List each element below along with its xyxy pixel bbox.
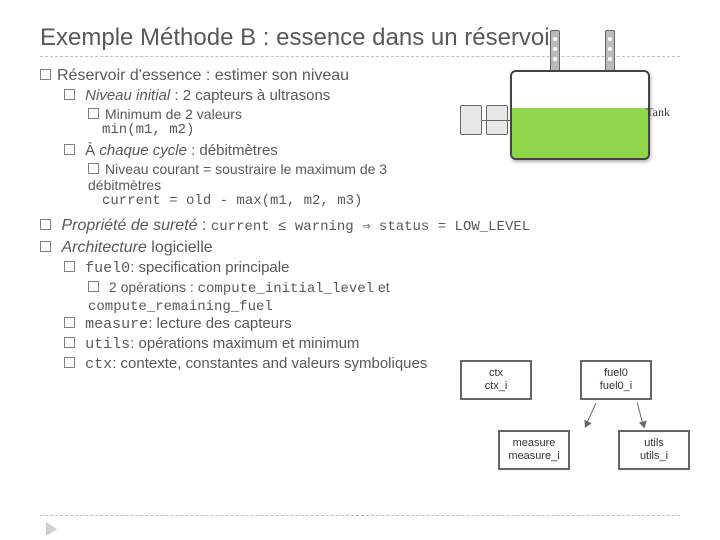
tank-label: Tank xyxy=(646,105,670,120)
arch-arrow xyxy=(637,402,645,427)
arch-ctx-l1: ctx xyxy=(462,367,530,380)
cycle-sub: Niveau courant = soustraire le maximum d… xyxy=(88,161,448,193)
measure-name: measure xyxy=(85,316,148,333)
property-line: Propriété de sureté : current ≤ warning … xyxy=(40,217,680,235)
architecture-diagram: ctx ctx_i fuel0 fuel0_i measure measure_… xyxy=(460,360,670,490)
measure-desc: : lecture des capteurs xyxy=(148,315,291,332)
property-sep: : xyxy=(198,217,211,234)
property-expr: current ≤ warning ⇒ status = LOW_LEVEL xyxy=(211,219,530,235)
tank-liquid xyxy=(512,108,648,158)
tank-figure: Tank xyxy=(460,30,660,180)
cycle-label: chaque cycle xyxy=(99,142,187,159)
arch-post: logicielle xyxy=(147,239,213,256)
arch-fuel0-l1: fuel0 xyxy=(582,367,650,380)
fuel0-name: fuel0 xyxy=(85,260,130,277)
initial-post: : 2 capteurs à ultrasons xyxy=(170,87,330,104)
cycle-pre-a: À xyxy=(85,142,99,159)
sensor-wire xyxy=(482,120,510,121)
utils-item: utils: opérations maximum et minimum xyxy=(64,335,680,353)
sensor-icon xyxy=(460,105,482,135)
arch-ctx-l2: ctx_i xyxy=(462,380,530,393)
fuel0-op2: compute_remaining_fuel xyxy=(88,299,273,315)
play-icon xyxy=(46,522,57,536)
arch-box-fuel0: fuel0 fuel0_i xyxy=(580,360,652,400)
arch-arrow xyxy=(585,403,597,427)
utils-name: utils xyxy=(85,336,130,353)
bottom-divider xyxy=(40,515,680,516)
measure-item: measure: lecture des capteurs xyxy=(64,315,680,333)
fuel0-op1: compute_initial_level xyxy=(198,281,374,297)
fuel0-sub-pre: 2 opérations : xyxy=(109,279,198,295)
architecture-heading: Architecture logicielle xyxy=(40,239,680,257)
ctx-name: ctx xyxy=(85,356,112,373)
arch-measure-l2: measure_i xyxy=(500,450,568,463)
property-label: Propriété de sureté xyxy=(61,217,197,234)
arch-box-utils: utils utils_i xyxy=(618,430,690,470)
fuel0-item: fuel0: specification principale xyxy=(64,259,680,277)
arch-utils-l2: utils_i xyxy=(620,450,688,463)
arch-fuel0-l2: fuel0_i xyxy=(582,380,650,393)
utils-desc: : opérations maximum et minimum xyxy=(130,335,359,352)
arch-label: Architecture xyxy=(61,239,146,256)
initial-label: Niveau initial xyxy=(85,87,170,104)
fuel0-desc: : specification principale xyxy=(130,259,289,276)
cycle-code: current = old - max(m1, m2, m3) xyxy=(102,193,680,209)
arch-measure-l1: measure xyxy=(500,437,568,450)
arch-box-ctx: ctx ctx_i xyxy=(460,360,532,400)
fuel0-mid: et xyxy=(374,279,390,295)
ctx-desc: : contexte, constantes and valeurs symbo… xyxy=(112,355,427,372)
fuel0-sub: 2 opérations : compute_initial_level et … xyxy=(88,279,448,315)
tank-body xyxy=(510,70,650,160)
arch-utils-l1: utils xyxy=(620,437,688,450)
cycle-post: : débitmètres xyxy=(187,142,278,159)
pipe-icon xyxy=(550,30,560,72)
arch-box-measure: measure measure_i xyxy=(498,430,570,470)
pipe-icon xyxy=(605,30,615,72)
